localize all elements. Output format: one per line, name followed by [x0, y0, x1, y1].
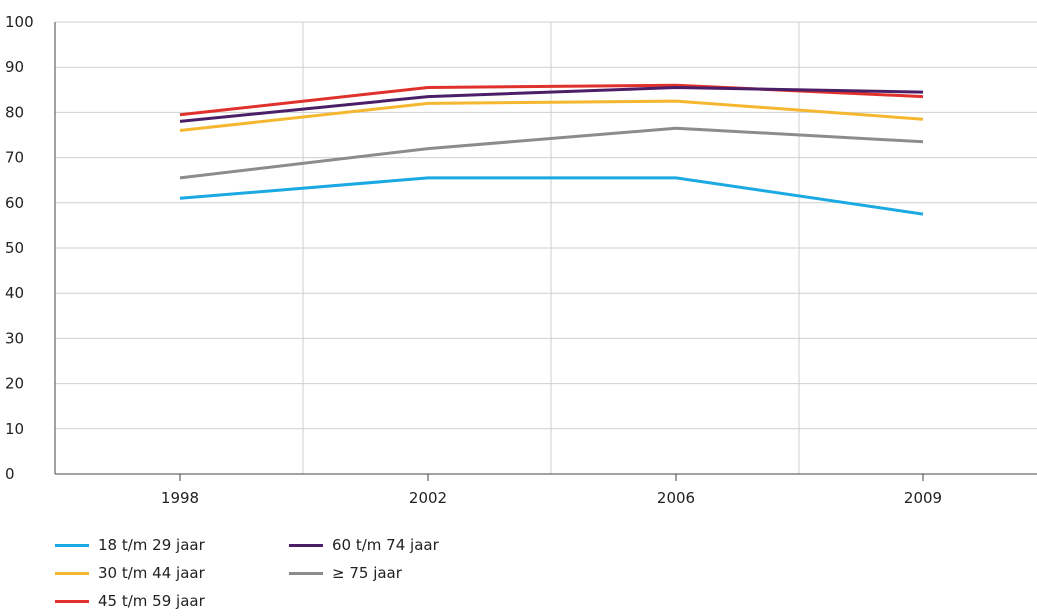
legend-label: 60 t/m 74 jaar: [332, 536, 439, 554]
series-line-4: [179, 126, 924, 180]
series-line-0: [179, 176, 924, 216]
legend-label: 45 t/m 59 jaar: [98, 592, 205, 610]
legend-item-30-44: 30 t/m 44 jaar: [55, 560, 205, 586]
y-tick-label: 20: [5, 375, 24, 393]
legend-swatch: [55, 571, 89, 575]
y-tick-label: 80: [5, 103, 24, 121]
y-tick-label: 70: [5, 149, 24, 167]
legend-item-45-59: 45 t/m 59 jaar: [55, 588, 205, 614]
y-tick-label: 60: [5, 194, 24, 212]
y-tick-label: 40: [5, 284, 24, 302]
line-chart: 0 10 20 30 40 50 60 70 80 90 100 1998 2002 2006 2009: [5, 13, 1037, 507]
legend: 18 t/m 29 jaar 30 t/m 44 jaar 45 t/m 59 …: [55, 532, 575, 616]
legend-label: 30 t/m 44 jaar: [98, 564, 205, 582]
legend-item-75-plus: ≥ 75 jaar: [289, 560, 402, 586]
legend-swatch: [289, 571, 323, 575]
x-tick-label: 2006: [657, 489, 695, 507]
legend-item-60-74: 60 t/m 74 jaar: [289, 532, 439, 558]
legend-swatch: [55, 543, 89, 547]
y-tick-label: 0: [5, 465, 15, 483]
series-line-1: [179, 99, 924, 132]
legend-swatch: [55, 599, 89, 603]
y-tick-label: 30: [5, 329, 24, 347]
x-tick-label: 2002: [409, 489, 447, 507]
x-axis-ticks: 1998 2002 2006 2009: [161, 474, 942, 507]
legend-label: 18 t/m 29 jaar: [98, 536, 205, 554]
y-tick-label: 50: [5, 239, 24, 257]
y-axis-ticks: 0 10 20 30 40 50 60 70 80 90 100: [5, 13, 34, 483]
y-tick-label: 10: [5, 420, 24, 438]
series-line-3: [179, 86, 924, 123]
x-tick-label: 1998: [161, 489, 199, 507]
series-lines: [179, 83, 924, 216]
x-tick-label: 2009: [904, 489, 942, 507]
legend-swatch: [289, 543, 323, 547]
y-tick-label: 90: [5, 58, 24, 76]
grid: [54, 21, 1037, 475]
legend-item-18-29: 18 t/m 29 jaar: [55, 532, 205, 558]
legend-label: ≥ 75 jaar: [332, 564, 402, 582]
y-tick-label: 100: [5, 13, 34, 31]
